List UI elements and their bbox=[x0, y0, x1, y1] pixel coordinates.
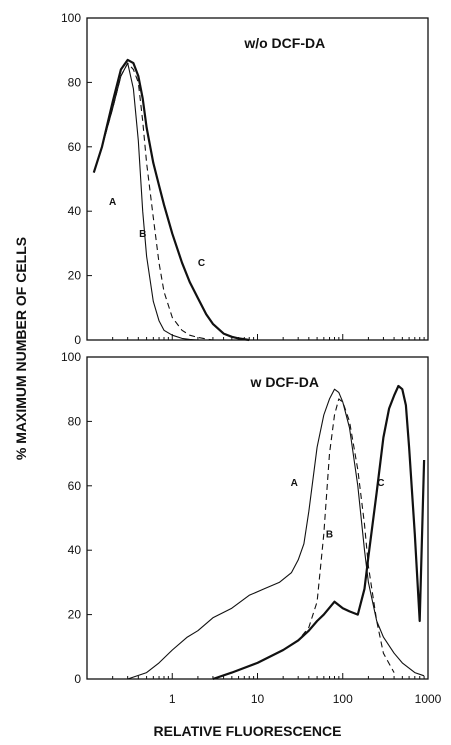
x-tick-label: 1 bbox=[169, 692, 176, 706]
panel-2-series-a-label: A bbox=[291, 478, 298, 489]
x-tick-label: 10 bbox=[251, 692, 265, 706]
panel-2-title: w DCF-DA bbox=[250, 374, 319, 390]
panel-2-series-b-label: B bbox=[326, 529, 333, 540]
panel-2-series-c-line bbox=[212, 384, 426, 681]
panel-1-y-tick-label: 40 bbox=[68, 204, 82, 218]
x-tick-label: 1000 bbox=[415, 692, 442, 706]
panel-1-y-tick-label: 0 bbox=[74, 333, 81, 347]
panel-2-frame bbox=[86, 356, 429, 680]
panel-2-series-a-line bbox=[127, 388, 425, 680]
panel-1-series-c-label: C bbox=[198, 258, 205, 269]
x-axis-label: RELATIVE FLUORESCENCE bbox=[154, 723, 342, 739]
y-axis-label: % MAXIMUM NUMBER OF CELLS bbox=[13, 237, 29, 460]
panel-1-y-tick-label: 100 bbox=[61, 11, 81, 25]
panel-1-series-c-line bbox=[92, 58, 250, 342]
panel-1-y-tick-label: 80 bbox=[68, 75, 82, 89]
panel-2-y-tick-label: 100 bbox=[61, 350, 81, 364]
panel-2-y-tick-label: 40 bbox=[68, 543, 82, 557]
panel-2-series-c-label: C bbox=[377, 478, 384, 489]
panel-1-frame bbox=[86, 17, 429, 341]
panel-2-y-tick-label: 0 bbox=[74, 672, 81, 686]
panel-2-y-tick-label: 20 bbox=[68, 608, 82, 622]
panel-2-y-tick-label: 60 bbox=[68, 479, 82, 493]
panel-1-y-tick-label: 20 bbox=[68, 269, 82, 283]
panel-2-series-b-line bbox=[212, 398, 395, 680]
panel-1-series-a-label: A bbox=[109, 197, 116, 208]
panel-1-series-b-line bbox=[93, 62, 213, 341]
panel-1-y-tick-label: 60 bbox=[68, 140, 82, 154]
panel-1-title: w/o DCF-DA bbox=[243, 35, 325, 51]
panel-1-series-b-label: B bbox=[139, 229, 146, 240]
panel-2-y-tick-label: 80 bbox=[68, 414, 82, 428]
x-tick-label: 100 bbox=[333, 692, 353, 706]
